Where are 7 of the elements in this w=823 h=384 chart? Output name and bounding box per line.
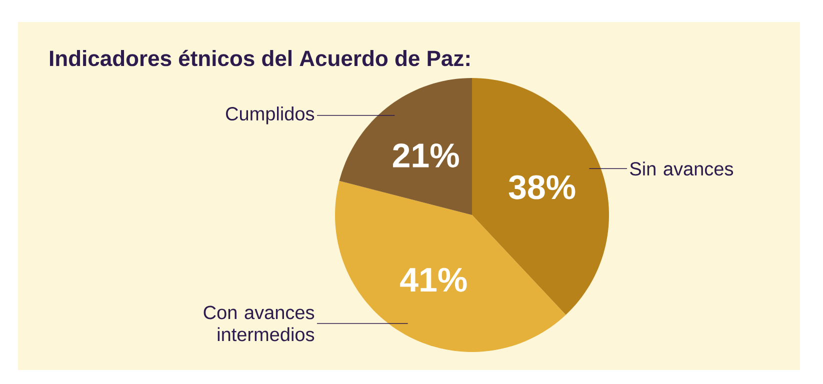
data-label: 41%	[400, 268, 467, 292]
data-label: 38%	[508, 175, 576, 200]
slice-label: Cumplidos	[226, 106, 314, 124]
slice-label: Con avances intermedios	[204, 306, 314, 342]
chart-title: Indicadores étnicos del Acuerdo de Paz:	[50, 50, 470, 66]
slice-label: Sin avances	[630, 162, 734, 176]
data-label: 21%	[392, 143, 459, 168]
